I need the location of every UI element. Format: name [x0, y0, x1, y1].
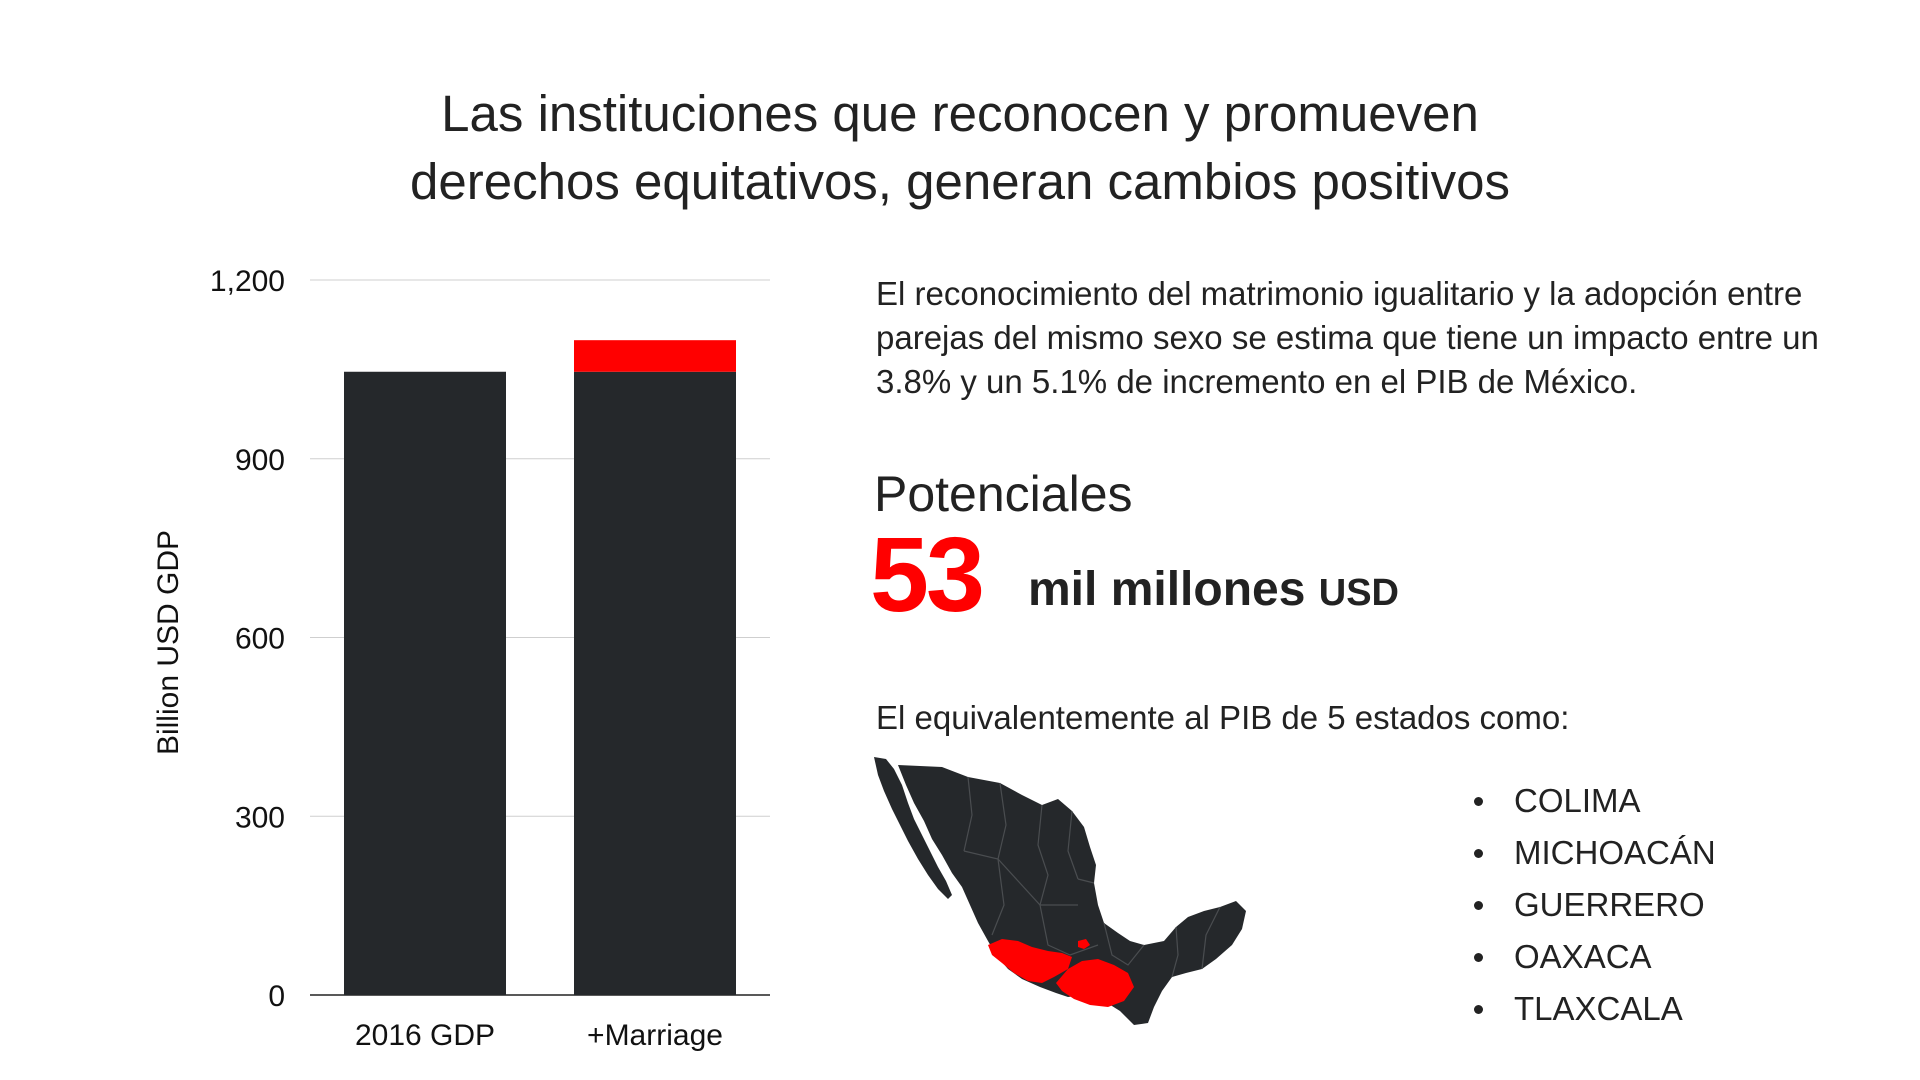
bullet-icon [1474, 1005, 1483, 1014]
potential-unit: mil millones USD [1028, 560, 1399, 623]
mexico-map-land [874, 757, 1246, 1025]
oaxaca-shape [1056, 959, 1134, 1007]
bar [574, 371, 736, 996]
y-tick-label: 900 [235, 444, 285, 477]
list-item: TLAXCALA [1470, 983, 1716, 1035]
x-tick-label: +Marriage [587, 1019, 723, 1052]
equivalent-text: El equivalentemente al PIB de 5 estados … [876, 699, 1570, 736]
potential-number: 53 [870, 516, 985, 634]
list-item: OAXACA [1470, 931, 1716, 983]
bullet-icon [1474, 797, 1483, 806]
x-tick-label: 2016 GDP [355, 1019, 495, 1052]
state-name: TLAXCALA [1514, 990, 1683, 1027]
y-tick-label: 600 [235, 623, 285, 656]
bar [344, 371, 506, 996]
potential-unit-currency: USD [1318, 572, 1399, 614]
y-tick-label: 300 [235, 801, 285, 834]
state-name: MICHOACÁN [1514, 834, 1716, 871]
mexico-map [874, 757, 1246, 1025]
y-tick-label: 0 [268, 980, 285, 1013]
list-item: COLIMA [1470, 775, 1716, 827]
colima-michoacan-guerrero-shape [988, 939, 1072, 983]
y-axis-label: Billion USD GDP [152, 530, 185, 755]
impact-description: El reconocimiento del matrimonio igualit… [876, 275, 1819, 400]
list-item: GUERRERO [1470, 879, 1716, 931]
state-list: COLIMA MICHOACÁN GUERRERO OAXACA TLAXCAL… [1470, 775, 1716, 1035]
bullet-icon [1474, 953, 1483, 962]
title-line-1: Las instituciones que reconocen y promue… [441, 85, 1479, 142]
state-name: OAXACA [1514, 938, 1652, 975]
baja-california-shape [874, 757, 952, 899]
tlaxcala-shape [1078, 939, 1090, 949]
page-title: Las instituciones que reconocen y promue… [0, 80, 1920, 216]
bullet-icon [1474, 849, 1483, 858]
potential-label: Potenciales [874, 466, 1133, 522]
title-line-2: derechos equitativos, generan cambios po… [410, 153, 1510, 210]
gdp-bar-chart: 0 300 600 900 1,200 2016 GDP +Marriage Billion … [152, 265, 770, 1052]
bar [574, 340, 736, 372]
state-name: GUERRERO [1514, 886, 1705, 923]
state-name: COLIMA [1514, 782, 1641, 819]
potential-unit-main: mil millones [1028, 563, 1306, 616]
bullet-icon [1474, 901, 1483, 910]
mainland-shape [898, 765, 1246, 1025]
list-item: MICHOACÁN [1470, 827, 1716, 879]
y-tick-label: 1,200 [210, 265, 285, 298]
highlighted-states [988, 939, 1134, 1007]
